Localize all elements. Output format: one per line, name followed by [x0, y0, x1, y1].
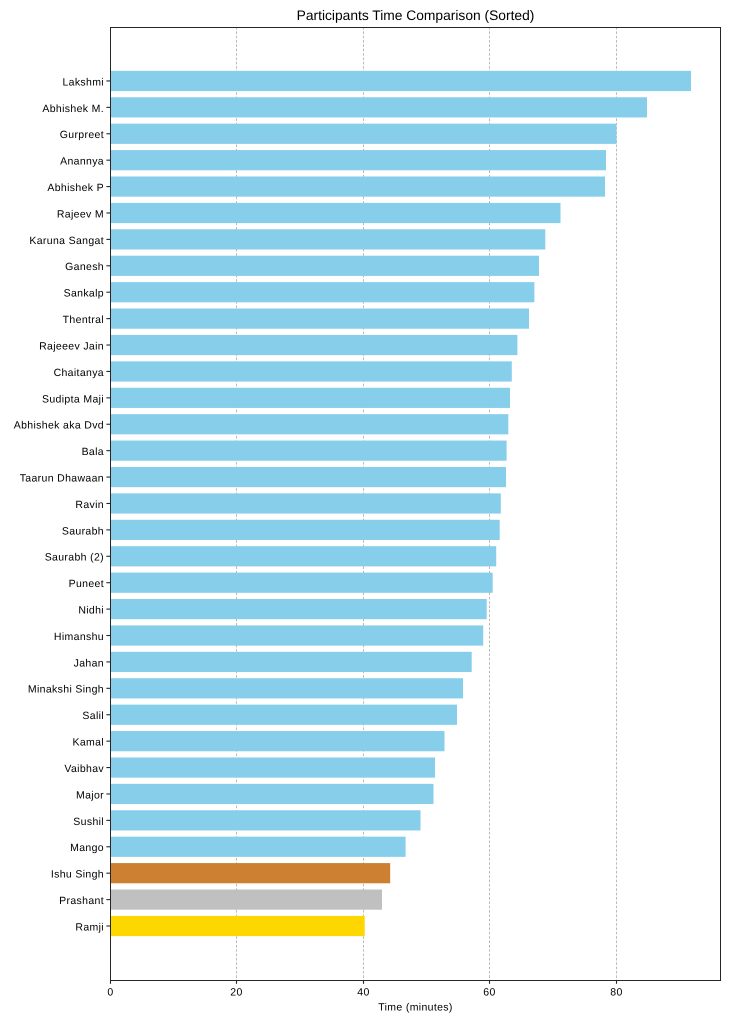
svg-text:Abhishek P: Abhishek P	[47, 182, 104, 194]
svg-text:Anannya: Anannya	[60, 156, 104, 168]
svg-text:Saurabh (2): Saurabh (2)	[45, 552, 104, 564]
svg-text:20: 20	[230, 986, 242, 998]
svg-text:Vaibhav: Vaibhav	[64, 763, 104, 775]
svg-text:Gurpreet: Gurpreet	[60, 129, 104, 141]
svg-text:80: 80	[610, 986, 622, 998]
svg-text:Jahan: Jahan	[74, 657, 104, 669]
svg-text:Saurabh: Saurabh	[62, 525, 104, 537]
svg-text:Chaitanya: Chaitanya	[54, 367, 104, 379]
svg-text:Rajeev M: Rajeev M	[57, 208, 104, 220]
svg-text:Lakshmi: Lakshmi	[62, 76, 104, 88]
svg-text:60: 60	[483, 986, 495, 998]
svg-text:Nidhi: Nidhi	[78, 605, 104, 617]
svg-text:40: 40	[357, 986, 369, 998]
svg-text:Ishu Singh: Ishu Singh	[51, 869, 104, 881]
svg-text:Abhishek aka Dvd: Abhishek aka Dvd	[14, 420, 104, 432]
svg-text:Puneet: Puneet	[69, 578, 104, 590]
svg-text:Taarun Dhawaan: Taarun Dhawaan	[20, 472, 104, 484]
svg-text:Mango: Mango	[70, 842, 104, 854]
svg-text:Minakshi Singh: Minakshi Singh	[28, 684, 104, 696]
svg-text:Himanshu: Himanshu	[54, 631, 104, 643]
svg-text:Sudipta Maji: Sudipta Maji	[42, 393, 104, 405]
svg-text:Ganesh: Ganesh	[65, 261, 104, 273]
svg-text:Abhishek M.: Abhishek M.	[42, 103, 104, 115]
svg-text:Ramji: Ramji	[75, 921, 104, 933]
svg-text:Major: Major	[76, 789, 104, 801]
svg-text:Rajeeev Jain: Rajeeev Jain	[39, 340, 104, 352]
svg-text:Bala: Bala	[82, 446, 104, 458]
svg-text:Ravin: Ravin	[75, 499, 104, 511]
svg-text:Thentral: Thentral	[63, 314, 104, 326]
svg-text:Prashant: Prashant	[59, 895, 104, 907]
svg-text:Karuna Sangat: Karuna Sangat	[29, 235, 104, 247]
svg-text:0: 0	[107, 986, 113, 998]
svg-text:Participants Time Comparison (: Participants Time Comparison (Sorted)	[297, 8, 535, 23]
svg-text:Sankalp: Sankalp	[64, 288, 104, 300]
svg-text:Salil: Salil	[82, 710, 104, 722]
svg-text:Time (minutes): Time (minutes)	[378, 1002, 453, 1014]
svg-text:Kamal: Kamal	[72, 737, 104, 749]
svg-text:Sushil: Sushil	[73, 816, 104, 828]
